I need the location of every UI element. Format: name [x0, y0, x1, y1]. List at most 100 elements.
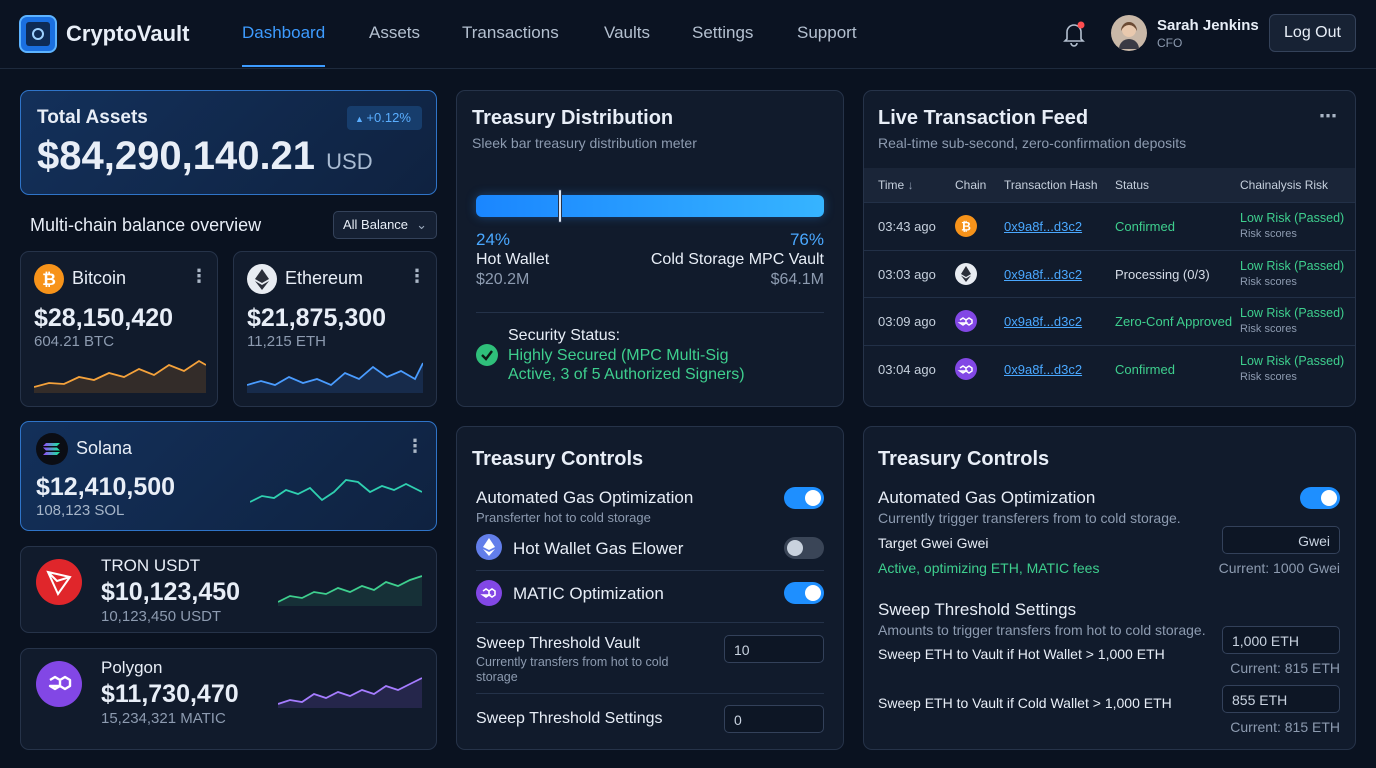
column-label: Time	[878, 178, 905, 192]
feed-row[interactable]: 03:43 ago ₿ 0x9a8f...d3c2 Confirmed Low Risk…	[864, 202, 1355, 249]
ethereum-icon	[247, 264, 277, 294]
threshold-input[interactable]: 0	[724, 705, 824, 733]
feed-row[interactable]: 03:09 ago 0x9a8f...d3c2 Zero-Conf Approved…	[864, 297, 1355, 344]
nav-item[interactable]: Transactions	[462, 23, 559, 42]
overview-title: Multi-chain balance overview	[30, 215, 262, 235]
tx-hash[interactable]: 0x9a8f...d3c2	[1004, 361, 1083, 377]
tx-risk-note: Risk scores	[1240, 323, 1297, 335]
asset-name: Ethereum	[285, 268, 364, 288]
tx-time: 03:03 ago	[878, 266, 936, 282]
tx-time: 03:09 ago	[878, 314, 936, 329]
divider	[476, 312, 824, 313]
menu[interactable]: ⋮	[408, 266, 426, 286]
divider	[476, 570, 824, 571]
feed-row[interactable]: 03:03 ago 0x9a8f...d3c2 Processing (0/3) Lo…	[864, 249, 1355, 297]
solana-icon	[36, 433, 68, 465]
tx-risk: Low Risk (Passed)	[1240, 211, 1345, 225]
toggle[interactable]	[1300, 487, 1340, 509]
feed-row[interactable]: 03:04 ago 0x9a8f...d3c2 Confirmed Low Risk …	[864, 344, 1355, 392]
toggle-description: Currently trigger transferers from to co…	[878, 510, 1181, 526]
balance-filter[interactable]: All Balance ⌄	[333, 211, 437, 239]
divider	[476, 622, 824, 623]
menu[interactable]: ⋮	[406, 436, 424, 456]
sparkline	[247, 362, 423, 393]
tron-icon	[36, 559, 82, 605]
sweep-label: Sweep ETH to Vault if Hot Wallet > 1,000…	[878, 646, 1165, 662]
panel-title: Live Transaction Feed	[878, 107, 1089, 129]
tx-time: 03:04 ago	[878, 361, 936, 377]
brand: CryptoVault	[66, 21, 190, 46]
sweep-input[interactable]: 1,000 ETH	[1222, 626, 1340, 654]
gwei-input[interactable]: Gwei	[1222, 526, 1340, 554]
check-icon	[476, 344, 498, 366]
tx-hash[interactable]: 0x9a8f...d3c2	[1004, 314, 1083, 329]
more-menu[interactable]: ⋯	[1319, 106, 1337, 126]
cold-label: Cold Storage MPC Vault	[650, 251, 824, 268]
avatar[interactable]	[1111, 15, 1147, 51]
asset-name: Bitcoin	[72, 268, 127, 288]
tx-risk-note: Risk scores	[1240, 275, 1297, 288]
polygon-card[interactable]	[20, 648, 437, 750]
column-header: Status	[1115, 178, 1150, 192]
bitcoin-card[interactable]	[20, 251, 218, 407]
threshold-input[interactable]: 10	[724, 635, 824, 663]
security-label: Security Status:	[508, 327, 621, 344]
change-value: +0.12%	[366, 110, 411, 125]
menu[interactable]: ⋮	[190, 266, 208, 286]
tx-risk-note: Risk scores	[1240, 228, 1297, 240]
sparkline	[250, 479, 422, 503]
tx-risk: Low Risk (Passed)	[1240, 353, 1345, 368]
tx-hash[interactable]: 0x9a8f...d3c2	[1004, 219, 1083, 234]
logout-button[interactable]: Log Out	[1269, 14, 1356, 52]
table-header	[864, 168, 1355, 202]
panel-title: Treasury Distribution	[472, 107, 674, 129]
tx-hash[interactable]: 0x9a8f...d3c2	[1004, 266, 1083, 282]
user-role: CFO	[1157, 36, 1183, 50]
asset-amount: 604.21 BTC	[34, 333, 115, 350]
column-header: Chainalysis Risk	[1240, 178, 1329, 192]
tx-status: Confirmed	[1115, 361, 1175, 377]
asset-name: Solana	[76, 438, 133, 458]
nav-item[interactable]: Vaults	[604, 23, 650, 42]
tx-risk: Low Risk (Passed)	[1240, 258, 1345, 273]
toggle[interactable]	[784, 582, 824, 604]
split-marker	[557, 189, 562, 223]
distribution-bar	[476, 189, 824, 223]
gas-current: Current: 1000 Gwei	[1218, 560, 1340, 576]
sweep-current: Current: 815 ETH	[1230, 719, 1340, 735]
nav-item[interactable]: Settings	[692, 23, 754, 42]
svg-text:₿: ₿	[42, 270, 56, 290]
controls-panel	[456, 426, 844, 750]
toggle[interactable]	[784, 487, 824, 509]
column-header: Chain	[955, 178, 987, 192]
input-label: Sweep Threshold Settings	[476, 710, 663, 727]
security-status: Highly Secured (MPC Multi-Sig Active, 3 …	[508, 347, 745, 383]
chain-icon	[955, 310, 977, 332]
asset-value: $21,875,300	[247, 304, 387, 332]
toggle[interactable]	[784, 537, 824, 559]
tx-status: Processing (0/3)	[1115, 266, 1210, 282]
sweep-label: Sweep ETH to Vault if Cold Wallet > 1,00…	[878, 695, 1172, 711]
nav-item[interactable]: Support	[797, 23, 857, 42]
hot-value: $20.2M	[476, 271, 530, 288]
panel-title: Treasury Controls	[878, 448, 1050, 470]
chain-icon	[955, 357, 977, 380]
bell-icon[interactable]	[1062, 21, 1086, 47]
chain-icon: ₿	[955, 215, 977, 237]
cold-pct: 76%	[789, 230, 824, 249]
sweep-input[interactable]: 855 ETH	[1222, 685, 1340, 713]
column-header[interactable]: Time ↓	[878, 178, 914, 192]
solana-card[interactable]	[20, 421, 437, 531]
column-header: Transaction Hash	[1004, 178, 1098, 192]
tron-card[interactable]	[20, 546, 437, 633]
toggle-label: Automated Gas Optimization	[878, 488, 1096, 507]
amount: $84,290,140.21	[37, 134, 316, 178]
asset-name: Polygon	[101, 658, 163, 677]
toggle-label: Hot Wallet Gas Elower	[513, 539, 684, 558]
asset-value: $28,150,420	[34, 304, 174, 332]
total-amount: $84,290,140.21 USD	[37, 134, 373, 179]
nav-item[interactable]: Assets	[369, 23, 421, 42]
input-description: Currently transfers from hot to cold sto…	[476, 655, 669, 684]
nav-item[interactable]: Dashboard	[242, 23, 326, 67]
